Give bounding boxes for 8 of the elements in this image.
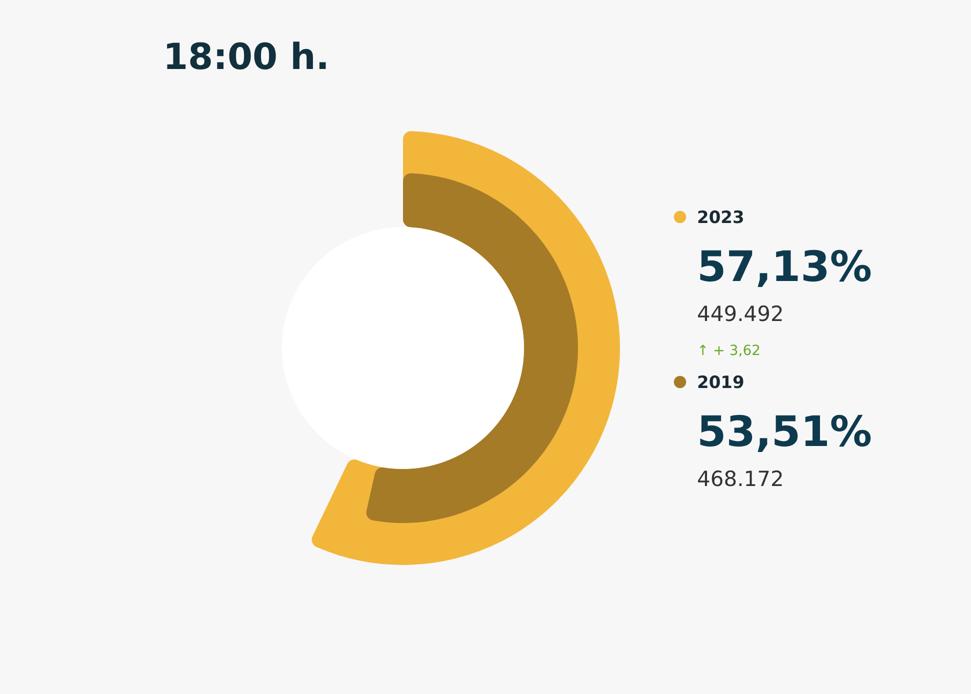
data-label: 53,51% [697,407,872,456]
text: ↑ + 3,62 [697,343,761,359]
legend-label: 2023 [697,208,744,228]
text: 468.172 [697,467,784,491]
data-label: 57,13% [697,242,872,291]
text: 449.492 [697,302,784,326]
legend-label: 2019 [697,373,744,393]
text: 18:00 h. [163,37,330,78]
